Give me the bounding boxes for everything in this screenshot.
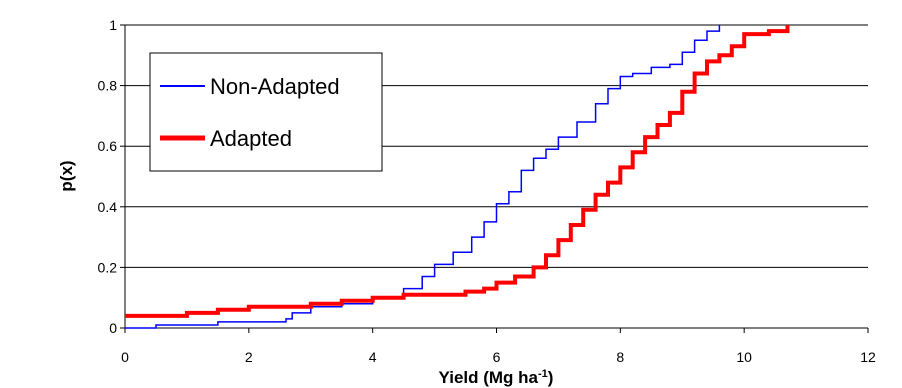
x-axis-title: Yield (Mg ha-1) — [439, 368, 554, 387]
x-tick-label: 4 — [369, 349, 377, 365]
x-axis-title-superscript: -1 — [538, 368, 548, 380]
x-tick-label: 2 — [245, 349, 253, 365]
y-tick-label: 0.8 — [98, 78, 118, 94]
series-line-adapted — [125, 25, 790, 318]
x-axis-title-main: Yield (Mg ha — [439, 368, 539, 387]
x-tick-label: 12 — [860, 349, 876, 365]
series-line-non-adapted — [125, 25, 721, 329]
y-tick-label: 1 — [109, 17, 117, 33]
y-tick-label: 0 — [109, 320, 117, 336]
series-lines — [125, 25, 790, 329]
x-tick-label: 8 — [616, 349, 624, 365]
y-axis-title: p(x) — [57, 160, 76, 191]
x-tick-label: 10 — [736, 349, 752, 365]
legend-label-adapted: Adapted — [210, 126, 292, 151]
legend: Non-Adapted Adapted — [149, 52, 383, 172]
y-tick-label: 0.4 — [98, 199, 118, 215]
x-tick-label: 6 — [493, 349, 501, 365]
y-axis-ticks: 0 0.2 0.4 0.6 0.8 1 — [98, 17, 125, 336]
legend-box — [149, 52, 383, 172]
legend-label-non-adapted: Non-Adapted — [210, 74, 340, 99]
y-tick-label: 0.2 — [98, 259, 118, 275]
x-axis-title-close: ) — [548, 368, 554, 387]
x-axis-ticks: 0 2 4 6 8 10 12 — [121, 328, 876, 365]
x-tick-label: 0 — [121, 349, 129, 365]
y-tick-label: 0.6 — [98, 138, 118, 154]
